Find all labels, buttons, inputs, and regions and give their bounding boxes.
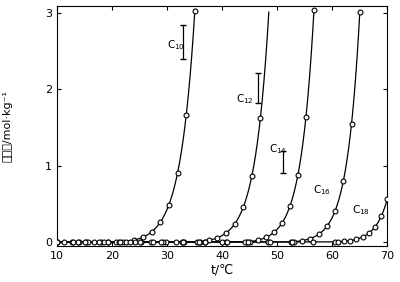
Text: C$_{12}$: C$_{12}$	[236, 92, 254, 105]
Text: C$_{10}$: C$_{10}$	[167, 38, 185, 52]
X-axis label: t/℃: t/℃	[211, 263, 234, 276]
Text: 溶解度/mol·kg⁻¹: 溶解度/mol·kg⁻¹	[2, 90, 12, 162]
Text: C$_{14}$: C$_{14}$	[269, 142, 287, 156]
Text: C$_{18}$: C$_{18}$	[352, 203, 370, 217]
Text: C$_{16}$: C$_{16}$	[313, 183, 331, 197]
